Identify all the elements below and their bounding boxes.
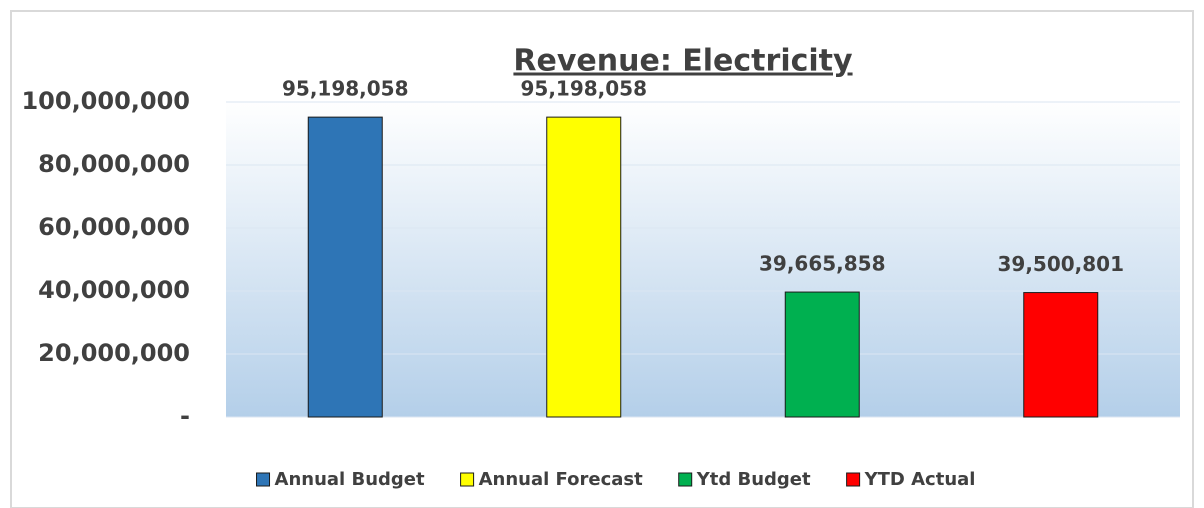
legend-label: Annual Forecast xyxy=(479,469,644,490)
bar xyxy=(784,291,860,418)
data-label: 39,665,858 xyxy=(759,252,886,276)
bar xyxy=(307,116,383,418)
y-tick-label: 20,000,000 xyxy=(38,339,190,367)
data-label: 95,198,058 xyxy=(282,77,409,101)
legend-label: YTD Actual xyxy=(864,469,976,490)
legend-swatch xyxy=(460,472,475,487)
plot-area xyxy=(226,100,1180,417)
legend-label: Annual Budget xyxy=(275,469,425,490)
chart-title: Revenue: Electricity xyxy=(513,44,853,79)
y-tick-label: 60,000,000 xyxy=(38,213,190,241)
y-tick-label: 100,000,000 xyxy=(21,87,190,115)
bar xyxy=(1023,292,1099,418)
legend-swatch xyxy=(256,472,271,487)
legend-swatch xyxy=(678,472,693,487)
y-tick-label: 40,000,000 xyxy=(38,276,190,304)
y-tick-label: 80,000,000 xyxy=(38,150,190,178)
data-label: 95,198,058 xyxy=(520,77,647,101)
y-tick-label: - xyxy=(180,402,190,430)
bar xyxy=(546,116,622,418)
legend-swatch xyxy=(846,472,861,487)
data-label: 39,500,801 xyxy=(997,252,1124,276)
legend-label: Ytd Budget xyxy=(696,469,811,490)
